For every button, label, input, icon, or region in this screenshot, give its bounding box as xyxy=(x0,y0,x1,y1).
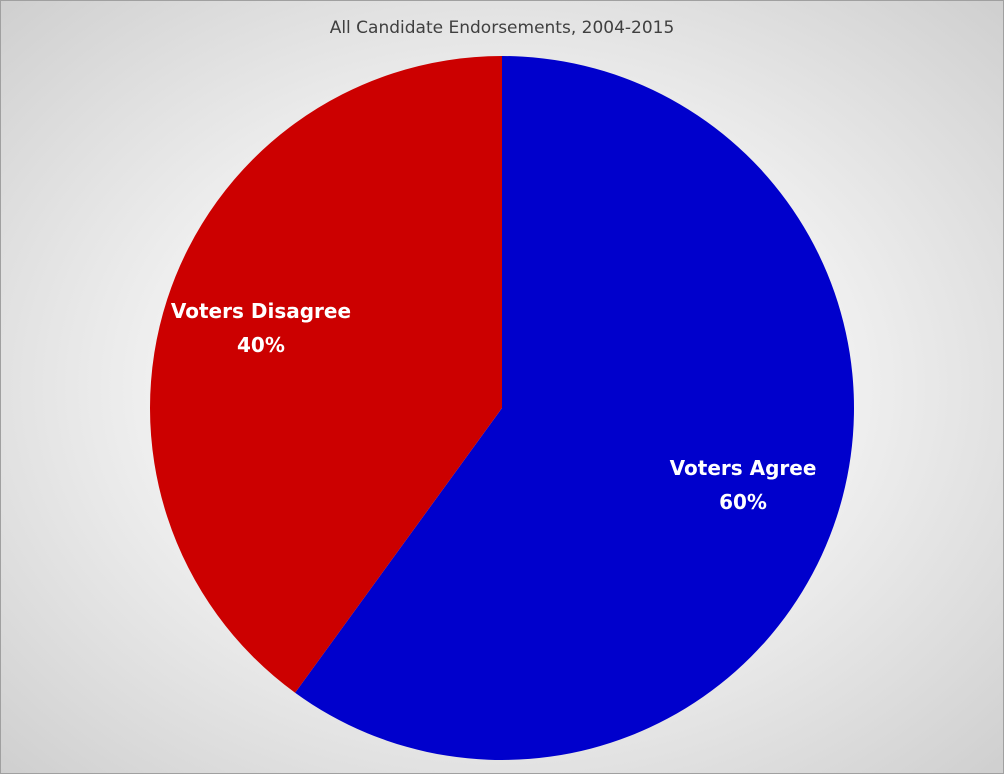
slice-label: Voters Agree xyxy=(670,456,817,480)
pie-slice xyxy=(149,56,502,693)
slice-label: Voters Disagree xyxy=(171,299,351,323)
slice-value-label: 60% xyxy=(719,490,767,514)
pie-slice xyxy=(295,56,855,760)
chart-title: All Candidate Endorsements, 2004-2015 xyxy=(330,18,675,38)
slice-value-label: 40% xyxy=(237,333,285,357)
